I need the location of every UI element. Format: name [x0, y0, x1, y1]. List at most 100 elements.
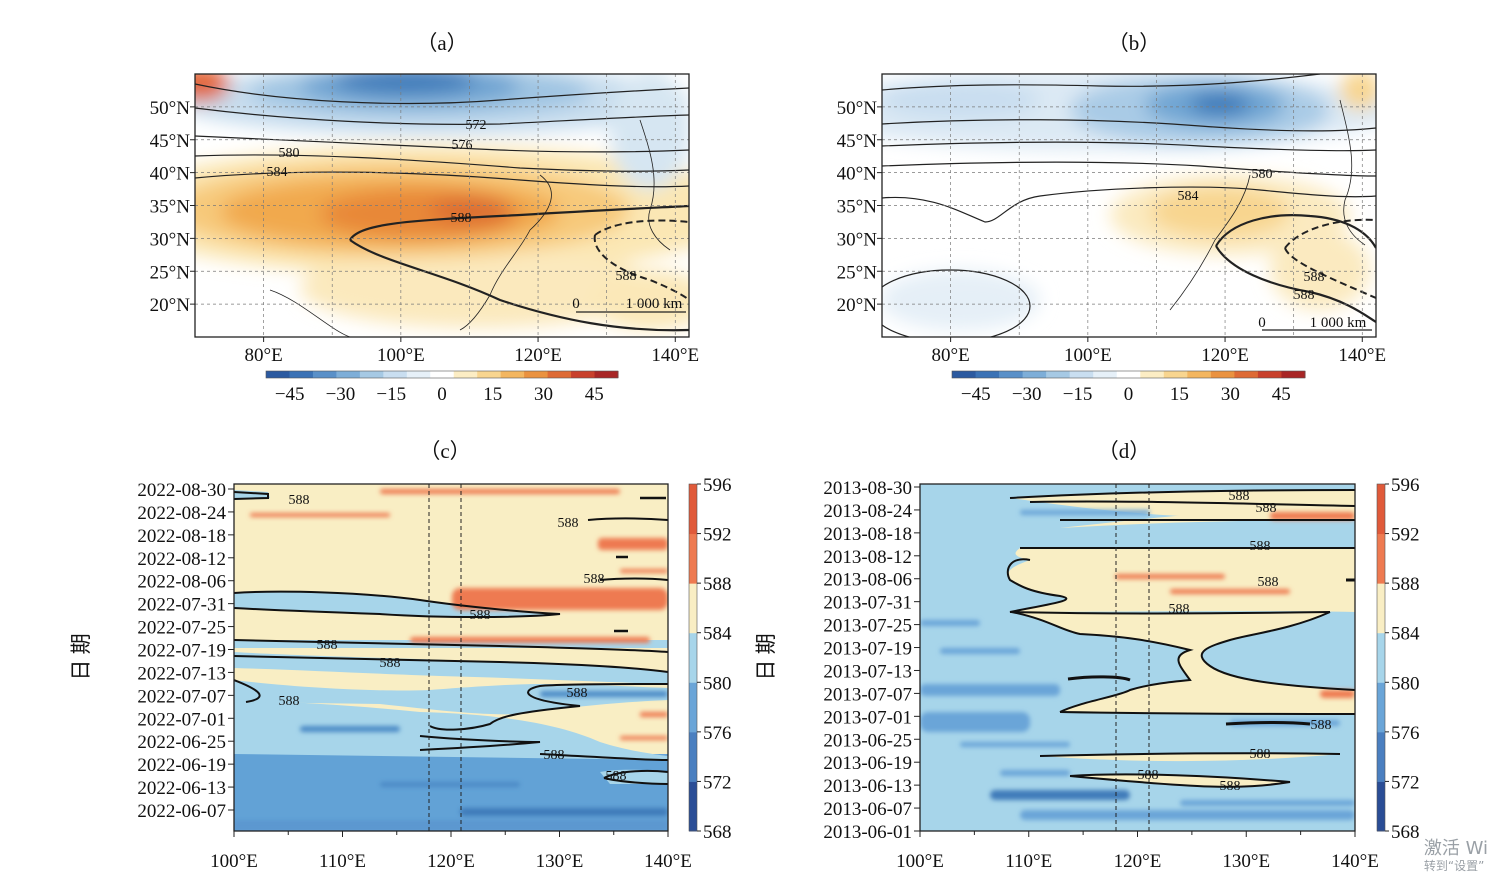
- panel-c-clabel-10: 588: [606, 769, 627, 784]
- colorbar-tick-label: 572: [1391, 772, 1420, 793]
- panel-a-contour-572: [195, 107, 689, 125]
- colorbar-tick-label: 30: [534, 384, 553, 405]
- colorbar-swatch: [689, 533, 697, 584]
- x-tick-label: 100°E: [896, 851, 944, 872]
- colorbar-tick-label: 596: [1391, 475, 1420, 496]
- colorbar-swatch: [1022, 371, 1047, 378]
- panel-c-field: [234, 489, 668, 831]
- panel-d-clabel-2: 588: [1256, 501, 1277, 516]
- y-tick-label: 2022-08-06: [137, 572, 226, 593]
- x-tick-label: 130°E: [1222, 851, 1270, 872]
- colorbar-swatch: [266, 371, 290, 378]
- x-tick-label: 100°E: [377, 345, 425, 366]
- panel-b-contour-588: [1215, 214, 1376, 249]
- y-tick-label: 40°N: [150, 164, 191, 185]
- y-tick-label: 25°N: [150, 262, 191, 283]
- panel-a-clabel-572: 572: [466, 118, 487, 133]
- colorbar-tick-label: 568: [1391, 822, 1420, 843]
- panel-b-contour-584: [882, 186, 1376, 223]
- x-tick-label: 100°E: [210, 851, 258, 872]
- colorbar-swatch: [1257, 371, 1282, 378]
- x-tick-label: 120°E: [514, 345, 562, 366]
- colorbar-swatch: [336, 371, 361, 378]
- y-tick-label: 2022-07-07: [137, 686, 226, 707]
- y-tick-label: 2013-07-01: [823, 707, 912, 728]
- watermark-line-1: 激活 Wi: [1423, 838, 1488, 859]
- y-tick-label: 2022-08-24: [137, 503, 226, 524]
- x-tick-label: 130°E: [536, 851, 584, 872]
- colorbar-tick-label: −15: [1063, 384, 1093, 405]
- panel-c-ticks: 100°E 110°E 120°E 130°E 140°E2022-06-072022-…: [137, 480, 692, 872]
- y-tick-label: 20°N: [150, 295, 191, 316]
- colorbar-swatch: [1210, 371, 1235, 378]
- x-tick-label: 120°E: [1114, 851, 1162, 872]
- panel-b-contours: [882, 74, 1376, 337]
- colorbar-tick-label: 588: [703, 574, 732, 595]
- panel-d-ylabel: 日 期: [754, 633, 778, 680]
- panel-c-contour-588-f: [603, 769, 668, 785]
- panel-d-contour-588-h: [1059, 711, 1355, 715]
- panel-a-contour-580: [195, 154, 689, 172]
- panel-b-clabel-588: 588: [1304, 270, 1325, 285]
- colorbar-swatch: [312, 371, 337, 378]
- colorbar-tick-label: 0: [1124, 384, 1134, 405]
- panel-b: （b）: [837, 31, 1386, 405]
- colorbar-swatch: [594, 371, 619, 378]
- panel-b-label: （b）: [1108, 31, 1161, 55]
- y-tick-label: 2013-06-07: [823, 799, 912, 820]
- colorbar-swatch: [1377, 781, 1385, 832]
- panel-a-grid: [195, 74, 689, 337]
- y-tick-label: 35°N: [837, 197, 878, 218]
- colorbar-swatch: [1187, 371, 1212, 378]
- panel-d-contour-labels: 588 588 588 588 588 588 588 588 588: [1138, 489, 1332, 794]
- x-tick-label: 80°E: [932, 345, 970, 366]
- panel-d-clabel-6: 588: [1311, 718, 1332, 733]
- panel-a-clabel-580: 580: [279, 146, 300, 161]
- panel-b-scale-label: 1 000 km: [1310, 315, 1367, 331]
- panel-c-clabel-3: 588: [584, 572, 605, 587]
- colorbar-tick-label: −45: [961, 384, 991, 405]
- panel-c-contour-588-g: [234, 491, 269, 500]
- y-tick-label: 25°N: [837, 262, 878, 283]
- panel-d-contours: [1006, 489, 1355, 788]
- panel-d-contour-588-g: [1011, 611, 1194, 713]
- panel-d-clabel-4: 588: [1258, 575, 1279, 590]
- panel-d-clabel-3: 588: [1250, 539, 1271, 554]
- y-tick-label: 2022-07-25: [137, 618, 226, 639]
- colorbar-swatch: [1069, 371, 1094, 378]
- panel-c-contour-588-e: [419, 735, 668, 761]
- x-tick-label: 140°E: [651, 345, 699, 366]
- colorbar-swatch: [1377, 484, 1385, 535]
- colorbar-swatch: [477, 371, 502, 378]
- colorbar-swatch: [289, 371, 314, 378]
- y-tick-label: 2022-07-01: [137, 709, 226, 730]
- panel-b-japan: [1339, 99, 1366, 246]
- panel-b-clabel-588-b: 588: [1294, 288, 1315, 303]
- colorbar-swatch: [1093, 371, 1118, 378]
- colorbar-tick-label: −15: [376, 384, 406, 405]
- panel-d-colorbar: 568 572 576 580 584 588 592 596: [1376, 475, 1420, 843]
- panel-c-contour-588-d: [234, 679, 668, 731]
- panel-a-clabel-576: 576: [452, 138, 473, 153]
- x-tick-label: 140°E: [1338, 345, 1386, 366]
- colorbar-frame: [688, 483, 698, 832]
- panel-c-contour-588-i: [599, 577, 668, 581]
- panel-a-clabel-588: 588: [451, 211, 472, 226]
- panel-a-label: （a）: [416, 31, 467, 55]
- y-tick-label: 2013-06-13: [823, 776, 912, 797]
- panel-a-contour-dashed: [594, 219, 689, 236]
- panel-a-scale-zero: 0: [572, 296, 580, 312]
- colorbar-swatch: [689, 781, 697, 832]
- y-tick-label: 2013-07-19: [823, 639, 912, 660]
- panel-b-contour-588-south: [1215, 245, 1376, 323]
- panel-d-contour-588-b: [1029, 500, 1355, 507]
- panel-d-clabel-8: 588: [1138, 768, 1159, 783]
- panel-d-contour-588-f: [1200, 611, 1355, 691]
- panel-a-contour-labels: 572 576 580 584 588 588: [267, 118, 637, 284]
- colorbar-tick-label: 580: [703, 673, 732, 694]
- panel-a-clabel-584: 584: [267, 165, 288, 180]
- colorbar-tick-label: −30: [326, 384, 356, 405]
- colorbar-swatch: [571, 371, 596, 378]
